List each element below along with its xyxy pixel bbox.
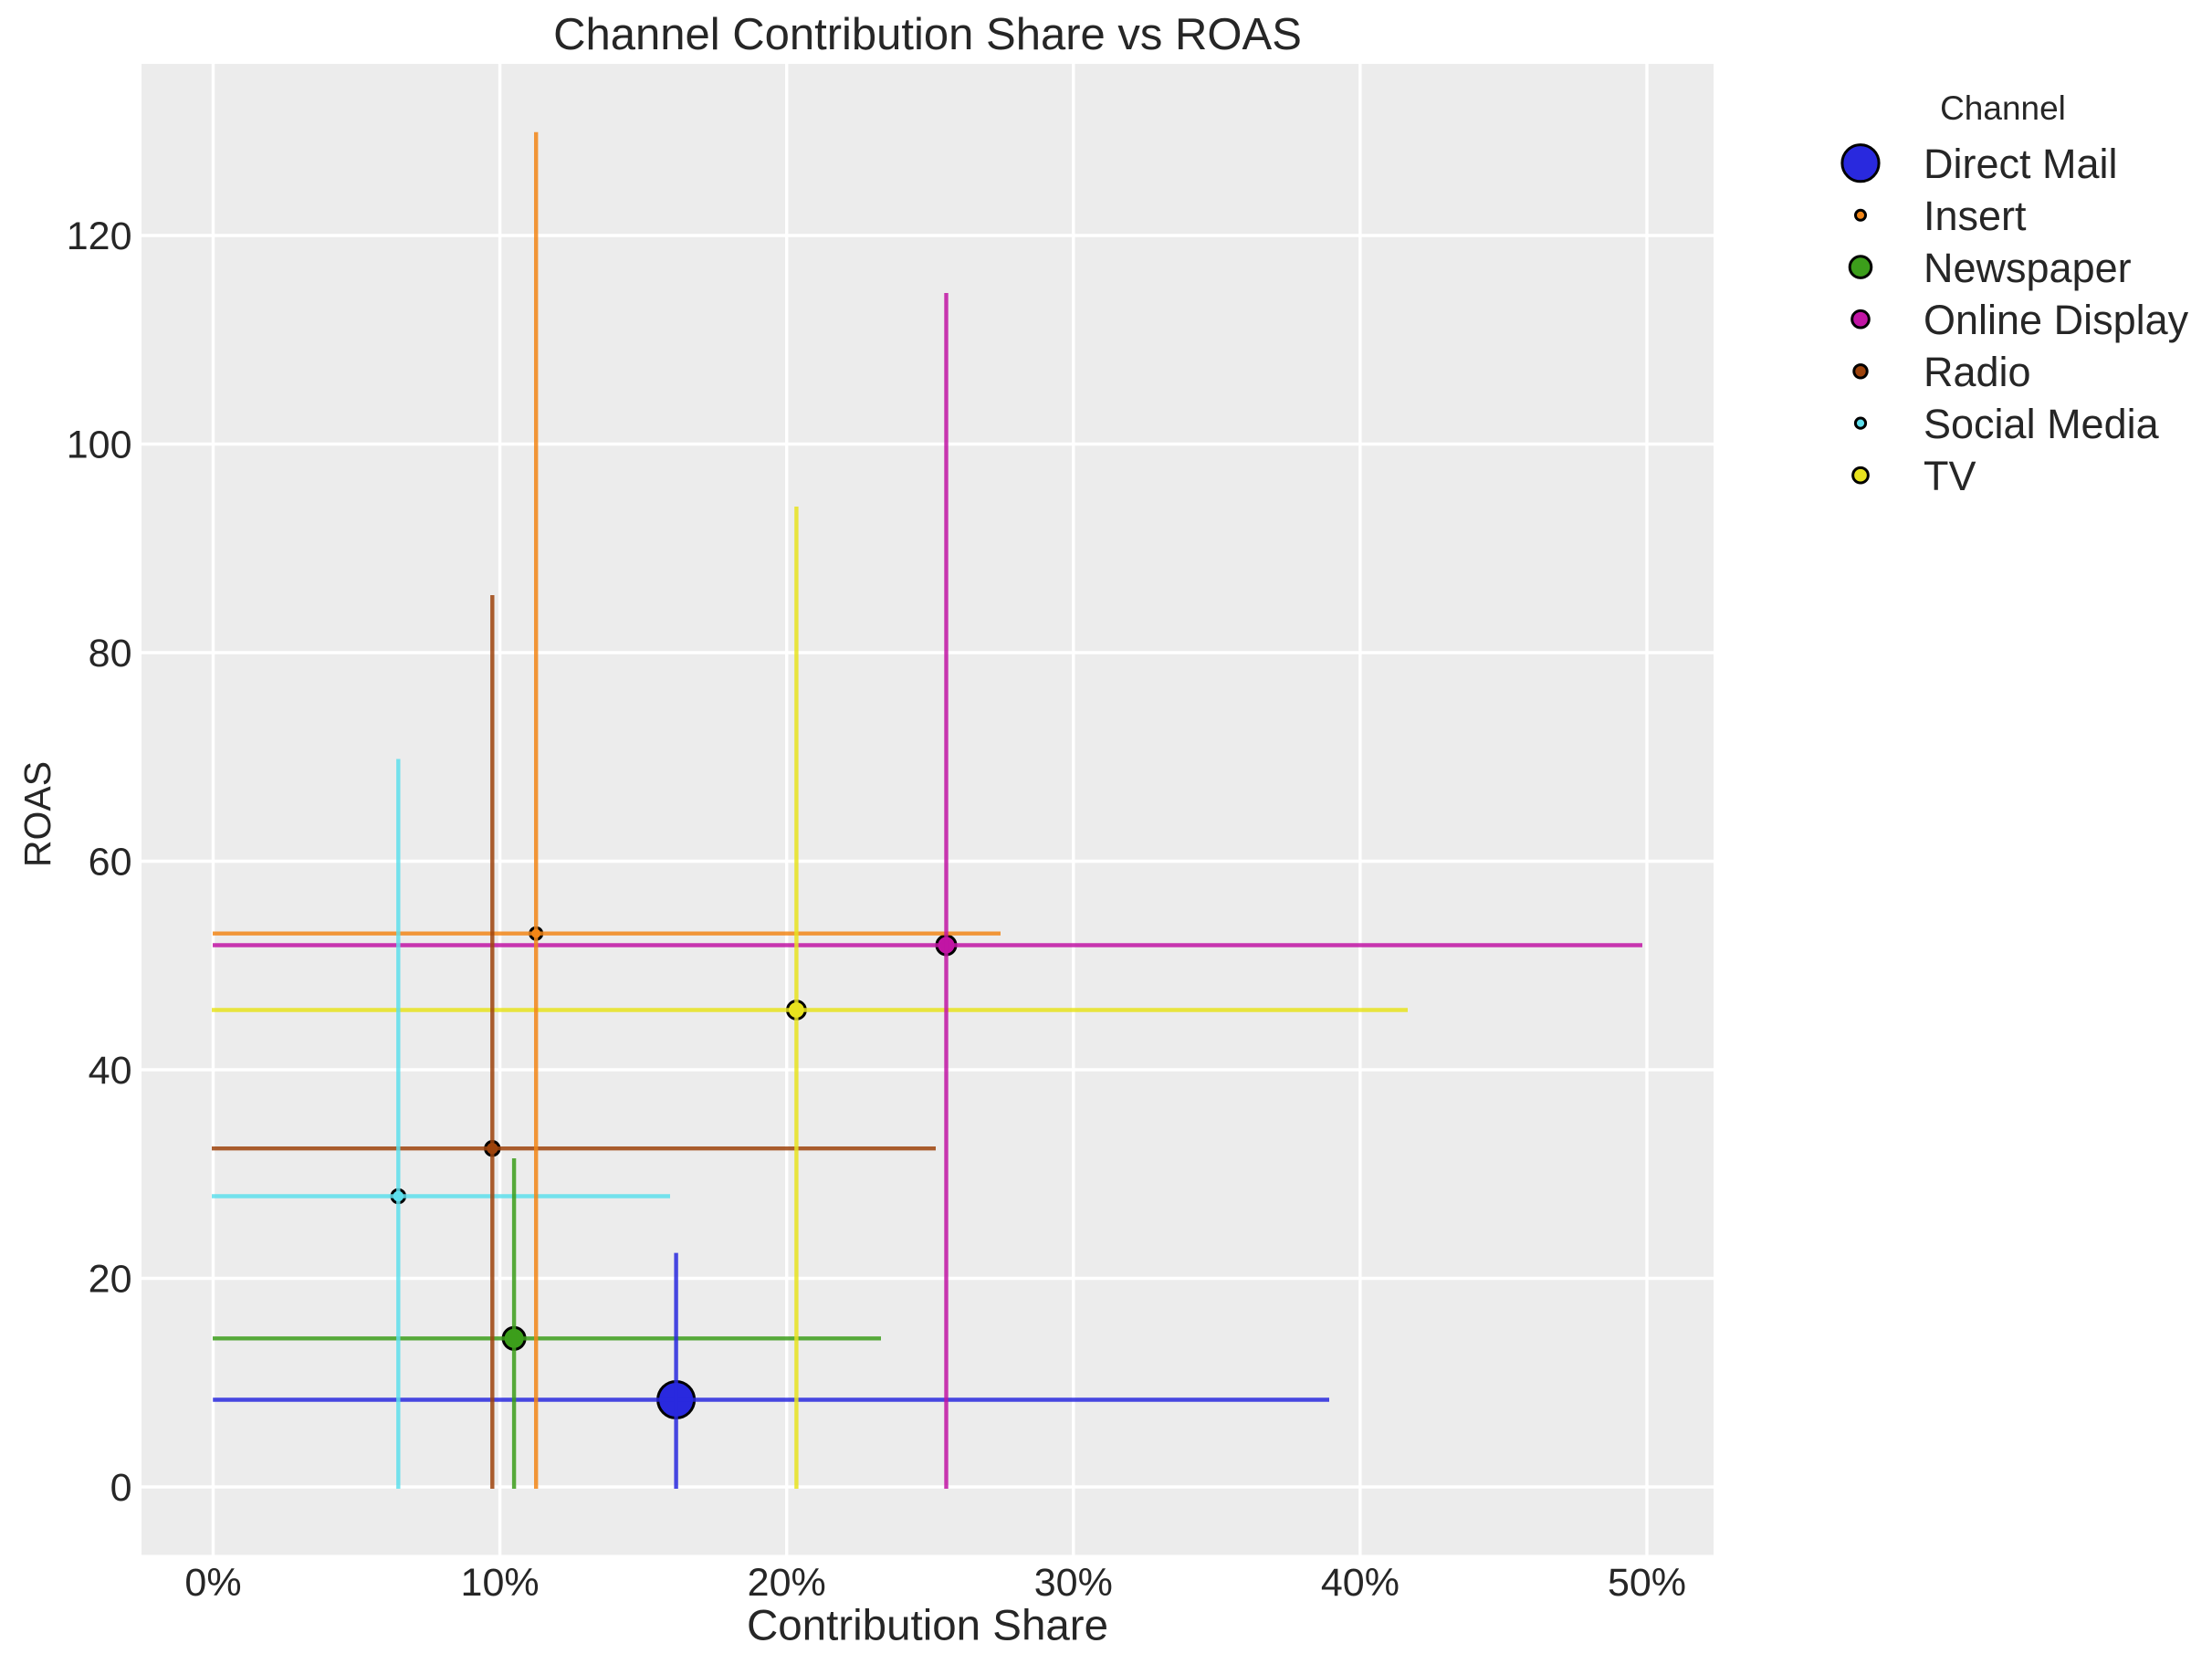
- svg-text:Insert: Insert: [1924, 193, 2027, 239]
- svg-text:Direct Mail: Direct Mail: [1924, 141, 2118, 187]
- svg-text:Channel: Channel: [1940, 89, 2066, 127]
- svg-text:80: 80: [89, 632, 132, 675]
- svg-text:Online Display: Online Display: [1924, 297, 2189, 343]
- svg-text:Social Media: Social Media: [1924, 401, 2160, 447]
- svg-text:0: 0: [110, 1466, 132, 1510]
- svg-text:20%: 20%: [748, 1561, 826, 1605]
- svg-text:40: 40: [89, 1049, 132, 1093]
- svg-text:10%: 10%: [461, 1561, 540, 1605]
- svg-text:100: 100: [67, 423, 132, 466]
- svg-text:Radio: Radio: [1924, 349, 2031, 395]
- svg-text:20: 20: [89, 1257, 132, 1301]
- svg-text:0%: 0%: [184, 1561, 241, 1605]
- svg-text:Newspaper: Newspaper: [1924, 245, 2132, 291]
- svg-text:Channel Contribution Share vs: Channel Contribution Share vs ROAS: [553, 10, 1302, 59]
- svg-text:Contribution Share: Contribution Share: [747, 1602, 1108, 1650]
- svg-text:50%: 50%: [1608, 1561, 1686, 1605]
- svg-text:60: 60: [89, 840, 132, 884]
- svg-text:30%: 30%: [1034, 1561, 1113, 1605]
- svg-text:40%: 40%: [1321, 1561, 1400, 1605]
- svg-text:TV: TV: [1924, 453, 1976, 499]
- svg-text:ROAS: ROAS: [16, 761, 58, 867]
- svg-text:120: 120: [67, 215, 132, 258]
